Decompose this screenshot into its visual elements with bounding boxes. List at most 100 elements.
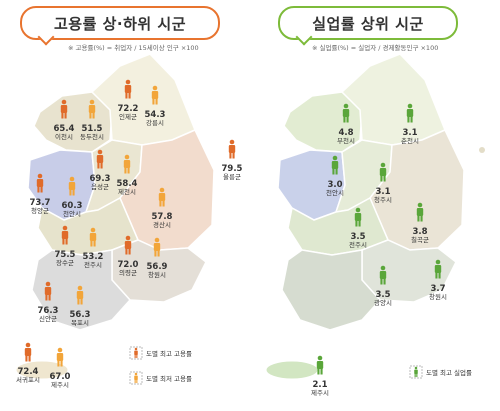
person-icon — [134, 372, 138, 384]
person-icon — [316, 355, 324, 375]
city-name: 춘천시 — [401, 136, 419, 145]
city-value: 4.8 — [338, 128, 353, 138]
city-value: 3.7 — [430, 284, 445, 294]
person-icon — [342, 103, 350, 123]
unemployment-panel: 실업률 상위 시군 ※ 실업률(%) = 실업자 / 경제활동인구 ×100 4… — [250, 0, 500, 411]
person-icon — [89, 227, 97, 247]
region-jeju — [265, 360, 319, 380]
region-jeju — [15, 360, 69, 380]
person-icon — [134, 347, 138, 359]
person-icon — [68, 176, 76, 196]
city-name: 인제군 — [119, 112, 137, 121]
city-value: 65.4 — [54, 124, 75, 134]
city-value: 72.2 — [118, 104, 139, 114]
person-icon — [379, 265, 387, 285]
city-name: 신안군 — [39, 314, 57, 323]
person-icon — [153, 237, 161, 257]
city-name: 부천시 — [337, 136, 355, 145]
person-icon — [414, 366, 418, 378]
person-icon — [151, 85, 159, 105]
legend-item: 도별 최고 고용률 — [129, 346, 192, 360]
city-value: 72.0 — [118, 260, 139, 270]
city-name: 천안시 — [326, 188, 344, 197]
city-name: 제천시 — [118, 187, 136, 196]
region-ulleung — [479, 147, 485, 153]
city-value: 51.5 — [82, 124, 103, 134]
city-name: 청주시 — [374, 196, 392, 204]
city-name: 강릉시 — [146, 118, 164, 127]
city-name: 음성군 — [91, 182, 109, 191]
city-value: 60.3 — [62, 201, 83, 211]
city-value: 2.1 — [312, 380, 327, 390]
legend-label: 도별 최고 실업률 — [426, 368, 472, 377]
city-value: 79.5 — [222, 164, 243, 174]
person-icon — [61, 225, 69, 245]
city-value: 53.2 — [83, 252, 104, 262]
person-icon — [354, 207, 362, 227]
person-icon — [24, 342, 32, 362]
person-icon — [124, 79, 132, 99]
person-icon — [434, 259, 442, 279]
city-name: 칠곡군 — [411, 235, 429, 244]
city-name: 의령군 — [119, 268, 137, 277]
city-value: 58.4 — [117, 179, 138, 189]
city-value: 56.9 — [147, 262, 168, 272]
city-name: 제주시 — [311, 389, 329, 397]
city-name: 목포시 — [71, 319, 89, 327]
person-icon — [56, 347, 64, 367]
person-icon — [44, 281, 52, 301]
city-value: 3.1 — [375, 187, 390, 197]
person-icon — [124, 235, 132, 255]
city-value: 3.8 — [412, 227, 427, 237]
employment-title: 고용률 상·하위 시군 — [20, 6, 220, 40]
city-value: 57.8 — [152, 212, 173, 222]
city-value: 73.7 — [30, 198, 51, 208]
unemployment-formula: ※ 실업률(%) = 실업자 / 경제활동인구 ×100 — [312, 44, 439, 52]
city-value: 75.5 — [55, 250, 76, 260]
city-value: 67.0 — [50, 372, 71, 382]
person-icon — [88, 99, 96, 119]
person-icon — [406, 103, 414, 123]
legend-item: 도별 최저 고용률 — [129, 371, 192, 385]
city-name: 서귀포시 — [16, 375, 40, 384]
person-icon — [331, 155, 339, 175]
city-value: 69.3 — [90, 174, 111, 184]
city-value: 3.0 — [327, 180, 342, 190]
person-icon — [158, 187, 166, 207]
person-icon — [123, 154, 131, 174]
employment-panel: 고용률 상·하위 시군 ※ 고용률(%) = 취업자 / 15세이상 인구 ×1… — [15, 6, 243, 389]
city-name: 청양군 — [31, 207, 49, 215]
person-icon — [36, 173, 44, 193]
city-value: 56.3 — [70, 310, 91, 320]
person-icon — [379, 162, 387, 182]
city-name: 창원시 — [429, 292, 447, 301]
city-value: 76.3 — [38, 306, 59, 316]
person-icon — [96, 149, 104, 169]
city-name: 광양시 — [374, 299, 392, 307]
city-name: 이천시 — [55, 132, 73, 141]
city-name: 전주시 — [349, 240, 367, 249]
person-icon — [228, 139, 236, 159]
city-value: 3.5 — [350, 232, 365, 242]
employment-formula: ※ 고용률(%) = 취업자 / 15세이상 인구 ×100 — [68, 44, 199, 52]
unemployment-title: 실업률 상위 시군 — [278, 6, 458, 40]
legend-label: 도별 최저 고용률 — [146, 374, 192, 383]
city-name: 전주시 — [84, 260, 102, 269]
city-name: 동두천시 — [80, 132, 104, 141]
legend-item: 도별 최고 실업률 — [409, 365, 472, 379]
city-name: 제주시 — [51, 381, 69, 389]
person-icon — [416, 202, 424, 222]
city-name: 창원시 — [148, 270, 166, 279]
city-value: 3.5 — [375, 290, 390, 300]
city-name: 장수군 — [56, 258, 74, 267]
city-value: 72.4 — [18, 367, 39, 377]
region-jeonnam — [281, 249, 382, 331]
legend-label: 도별 최고 고용률 — [146, 349, 192, 358]
city-name: 울릉군 — [223, 173, 241, 181]
city-value: 54.3 — [145, 110, 166, 120]
city-value: 3.1 — [402, 128, 417, 138]
person-icon — [76, 285, 84, 305]
person-icon — [60, 99, 68, 119]
